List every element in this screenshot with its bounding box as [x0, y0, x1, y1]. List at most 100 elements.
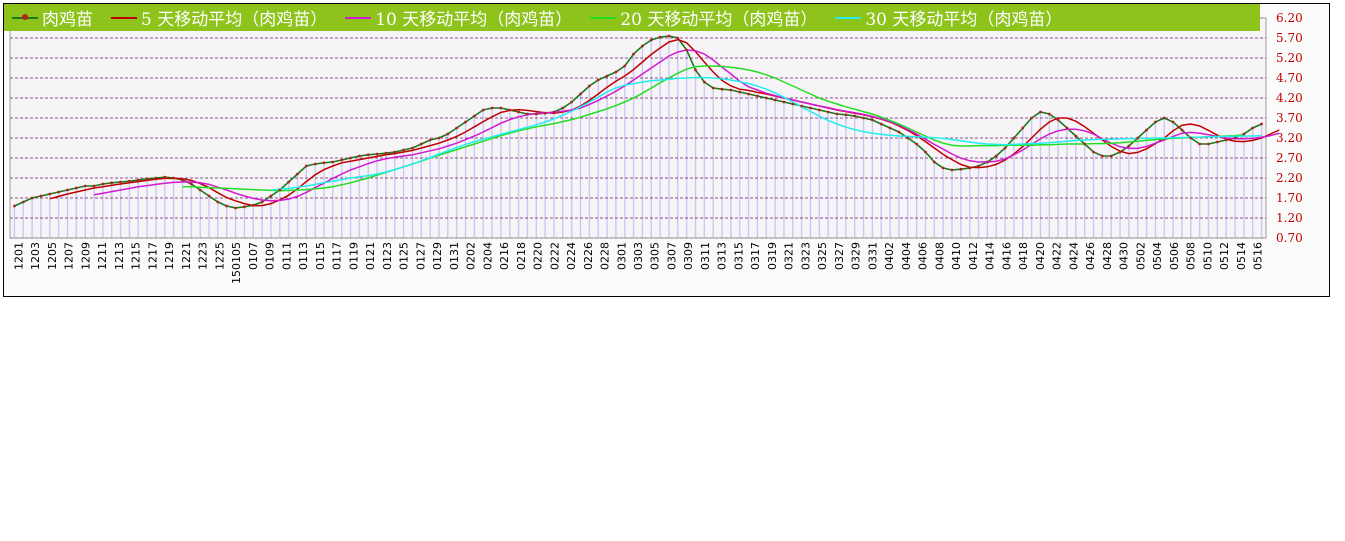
series-point — [632, 52, 635, 56]
series-point — [216, 200, 220, 204]
series-point — [163, 175, 167, 179]
x-tick-label: 0504 — [1151, 242, 1164, 270]
x-tick-label: 0301 — [615, 242, 628, 270]
x-tick-label: 0420 — [1034, 242, 1047, 270]
series-point — [764, 96, 768, 100]
x-tick-label: 0414 — [984, 242, 997, 270]
x-tick-label: 1213 — [113, 242, 126, 270]
series-point — [490, 106, 494, 110]
series-point — [13, 204, 16, 208]
x-tick-label: 0119 — [347, 242, 360, 270]
series-point — [508, 108, 512, 112]
x-tick-label: 0131 — [448, 242, 461, 270]
series-point — [649, 38, 653, 42]
series-point — [879, 122, 883, 126]
x-tick-label: 1201 — [12, 242, 25, 270]
x-tick-label: 0123 — [381, 242, 394, 270]
legend-item-price: 肉鸡苗 — [12, 5, 93, 30]
x-tick-label: 0309 — [682, 242, 695, 270]
series-point — [977, 164, 980, 168]
x-tick-label: 0228 — [599, 242, 612, 270]
series-point — [1021, 126, 1025, 130]
series-point — [481, 108, 485, 112]
x-tick-label: 0127 — [414, 242, 427, 270]
series-point — [189, 182, 193, 186]
legend-item-ma30: 30 天移动平均（肉鸡苗） — [835, 5, 1062, 30]
x-tick-label: 0321 — [783, 242, 796, 270]
y-tick-label: 3.70 — [1276, 111, 1303, 125]
series-point — [959, 167, 963, 171]
legend-swatch-price — [12, 13, 38, 20]
series-line-3 — [182, 65, 1244, 192]
series-point — [932, 160, 936, 164]
series-point — [1092, 150, 1095, 154]
plot-area: 6.20 5.70 5.20 4.70 4.20 3.70 3.20 2.70 2.20 1.70… — [9, 11, 1303, 284]
x-tick-label: 0422 — [1051, 242, 1064, 270]
y-tick-label: 1.70 — [1276, 191, 1303, 205]
series-point — [658, 35, 662, 39]
series-point — [83, 184, 87, 188]
series-point — [1224, 138, 1228, 142]
x-tick-label: 0115 — [314, 242, 327, 270]
x-tick-label: 0418 — [1017, 242, 1030, 270]
series-point — [145, 177, 149, 181]
series-point — [915, 142, 919, 146]
x-tick-label: 0220 — [532, 242, 545, 270]
y-tick-label: 4.20 — [1276, 91, 1303, 105]
series-point — [826, 110, 830, 114]
x-tick-label: 0510 — [1201, 242, 1214, 270]
x-tick-label: 0113 — [297, 242, 310, 270]
series-point — [1171, 120, 1175, 124]
legend-item-ma10: 10 天移动平均（肉鸡苗） — [345, 5, 572, 30]
series-point — [1065, 126, 1069, 130]
x-tick-label: 0430 — [1118, 242, 1131, 270]
series-point — [48, 192, 52, 196]
series-point — [357, 154, 361, 158]
legend-label-price: 肉鸡苗 — [42, 10, 93, 30]
series-point — [702, 80, 706, 84]
series-point — [791, 102, 795, 106]
series-point — [455, 126, 459, 130]
x-tick-label: 0226 — [582, 242, 595, 270]
series-point — [1030, 116, 1034, 120]
series-point — [941, 166, 945, 170]
legend-swatch-ma20 — [590, 16, 617, 19]
x-tick-label: 0216 — [498, 242, 511, 270]
x-tick-label: 0508 — [1185, 242, 1198, 270]
series-point — [101, 182, 105, 186]
series-point — [1251, 126, 1255, 130]
x-tick-label: 0412 — [967, 242, 980, 270]
series-point — [251, 203, 255, 207]
series-point — [1127, 144, 1131, 148]
x-tick-label: 0129 — [431, 242, 444, 270]
series-point — [366, 153, 370, 157]
x-tick-label: 0307 — [665, 242, 678, 270]
legend-label-ma30: 30 天移动平均（肉鸡苗） — [865, 10, 1063, 30]
series-point — [994, 154, 998, 158]
series-point — [411, 146, 414, 150]
x-tick-label: 0204 — [481, 242, 494, 270]
series-point — [534, 112, 538, 116]
series-point — [1056, 118, 1060, 122]
series-point — [1083, 142, 1087, 146]
x-tick-label: 0426 — [1084, 242, 1097, 270]
legend-swatch-ma10 — [345, 16, 372, 19]
series-point — [596, 78, 600, 82]
series-point — [349, 156, 352, 160]
x-tick-label: 1207 — [63, 242, 76, 270]
series-point — [260, 200, 264, 204]
series-point — [136, 178, 140, 182]
series-point — [66, 188, 69, 192]
x-tick-label: 0325 — [816, 242, 829, 270]
series-point — [800, 104, 804, 108]
series-point — [207, 194, 211, 198]
x-tick-label: 0329 — [850, 242, 863, 270]
series-point — [526, 112, 529, 116]
series-point — [1109, 154, 1113, 158]
series-point — [1047, 112, 1051, 116]
x-tick-label: 0416 — [1000, 242, 1013, 270]
series-point — [897, 130, 901, 134]
series-point — [30, 196, 34, 200]
series-point — [128, 179, 131, 183]
series-point — [543, 111, 547, 115]
